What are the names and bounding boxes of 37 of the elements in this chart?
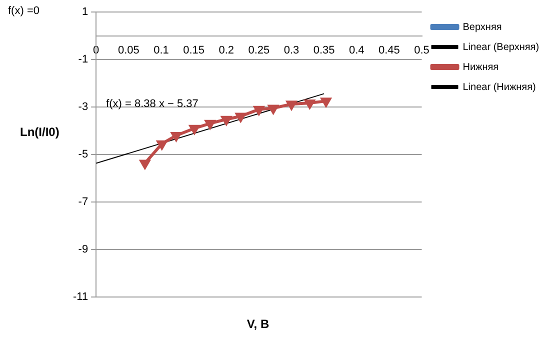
legend-label: Linear (Нижняя) (462, 82, 536, 93)
point (268, 104, 278, 114)
x-tick-label: 0.2 (218, 44, 234, 56)
x-tick-label: 0.25 (248, 44, 270, 56)
point (236, 112, 246, 122)
annotation: f(x) = 8.38 x − 5.37 (106, 98, 198, 110)
y-tick-label: -3 (78, 101, 88, 114)
point (221, 116, 232, 125)
legend-label: Нижняя (462, 62, 499, 73)
point (205, 120, 216, 129)
x-tick-label: 0.15 (183, 44, 204, 56)
point (171, 132, 182, 141)
x-tick-label: 0.45 (378, 44, 400, 56)
point (140, 160, 150, 169)
x-tick-label: 0.1 (154, 44, 169, 56)
point (189, 124, 200, 134)
y-axis-title: Ln(I/I0) (20, 124, 60, 138)
legend-label: Верхняя (462, 22, 502, 33)
y-tick-label: -7 (78, 196, 88, 208)
point (321, 98, 331, 107)
text: f(x) =0 (8, 5, 40, 18)
legend-label: Linear (Верхняя) (462, 42, 540, 53)
point (254, 106, 264, 115)
x-axis-title: V, B (246, 317, 270, 331)
x-tick-label: 0.5 (414, 44, 430, 56)
point (156, 140, 167, 150)
y-tick-label: -11 (72, 291, 88, 304)
point (286, 100, 296, 110)
y-tick-label: -9 (78, 244, 88, 256)
x-tick-label: 0.4 (348, 44, 364, 56)
y-tick-label: 1 (82, 6, 88, 18)
x-tick-label: 0.3 (284, 44, 300, 56)
y-tick-label: -1 (78, 54, 88, 66)
point (304, 99, 315, 108)
x-tick-label: 0.35 (313, 44, 335, 56)
x-tick-label: 0.05 (118, 44, 140, 56)
y-tick-label: -5 (78, 148, 88, 161)
